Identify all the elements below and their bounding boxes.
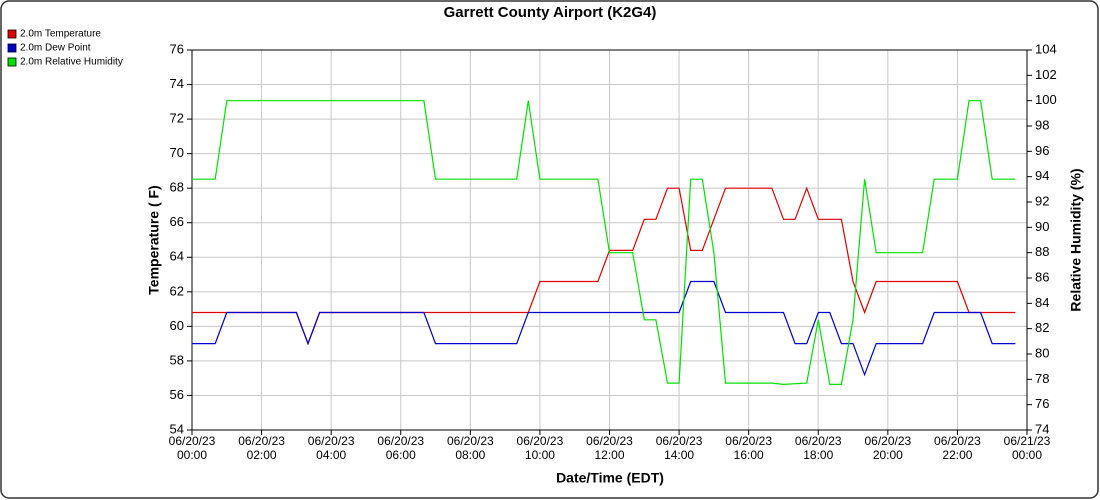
y2-axis-label: Relative Humidity (%): [1068, 168, 1084, 311]
y2-tick-label: 76: [1035, 396, 1049, 411]
y-tick-label: 70: [170, 145, 184, 160]
x-tick-label: 06/20/23 18:00: [794, 434, 842, 462]
legend-label: 2.0m Dew Point: [20, 43, 91, 54]
y-axis-label: Temperature ( F): [146, 185, 162, 294]
x-tick-label: 06/20/23 16:00: [725, 434, 773, 462]
y-tick-label: 62: [170, 283, 184, 298]
y2-tick-label: 86: [1035, 269, 1049, 284]
y2-tick-label: 94: [1035, 168, 1049, 183]
y-tick-label: 68: [170, 180, 184, 195]
series-line: [192, 280, 1016, 377]
x-tick-label: 06/21/23 00:00: [1003, 434, 1051, 462]
x-tick-label: 06/20/23 00:00: [168, 434, 216, 462]
x-tick-label: 06/20/23 20:00: [864, 434, 912, 462]
y2-tick-label: 98: [1035, 117, 1049, 132]
x-tick-label: 06/20/23 02:00: [238, 434, 285, 462]
x-tick-label: 06/20/23 04:00: [307, 434, 355, 462]
y2-tick-label: 100: [1035, 92, 1057, 107]
x-axis-label: Date/Time (EDT): [556, 470, 664, 486]
x-tick-label: 06/20/23 22:00: [934, 434, 981, 462]
x-tick-label: 06/20/23 10:00: [516, 434, 564, 462]
y2-tick-label: 88: [1035, 244, 1049, 259]
y-tick-label: 54: [170, 421, 184, 436]
legend-swatch: [7, 29, 17, 39]
series-line: [192, 100, 1016, 386]
y2-tick-label: 102: [1035, 67, 1057, 82]
y-tick-label: 58: [170, 352, 184, 367]
y2-tick-label: 104: [1035, 41, 1057, 56]
x-tick-label: 06/20/23 14:00: [655, 434, 703, 462]
chart-title: Garrett County Airport (K2G4): [444, 4, 657, 21]
plot-border: [191, 49, 1028, 431]
y2-tick-label: 80: [1035, 345, 1049, 360]
y-tick-label: 60: [170, 318, 184, 333]
y2-tick-label: 92: [1035, 193, 1049, 208]
y-tick-label: 74: [170, 76, 184, 91]
y-tick-label: 76: [170, 41, 184, 56]
y2-tick-label: 78: [1035, 371, 1049, 386]
legend-label: 2.0m Temperature: [20, 29, 101, 40]
x-tick-label: 06/20/23 06:00: [377, 434, 425, 462]
y-tick-label: 66: [170, 214, 184, 229]
legend-swatch: [7, 43, 17, 53]
series-line: [192, 186, 1016, 346]
y2-tick-label: 82: [1035, 320, 1049, 335]
legend-swatch: [7, 57, 17, 67]
y2-tick-label: 84: [1035, 295, 1049, 310]
legend-label: 2.0m Relative Humidity: [20, 57, 123, 68]
y-tick-label: 56: [170, 387, 184, 402]
y2-tick-label: 96: [1035, 143, 1049, 158]
x-tick-label: 06/20/23 08:00: [446, 434, 494, 462]
y2-tick-label: 74: [1035, 421, 1049, 436]
x-tick-label: 06/20/23 12:00: [586, 434, 633, 462]
y2-tick-label: 90: [1035, 219, 1049, 234]
y-tick-label: 72: [170, 111, 184, 126]
y-tick-label: 64: [170, 249, 184, 264]
